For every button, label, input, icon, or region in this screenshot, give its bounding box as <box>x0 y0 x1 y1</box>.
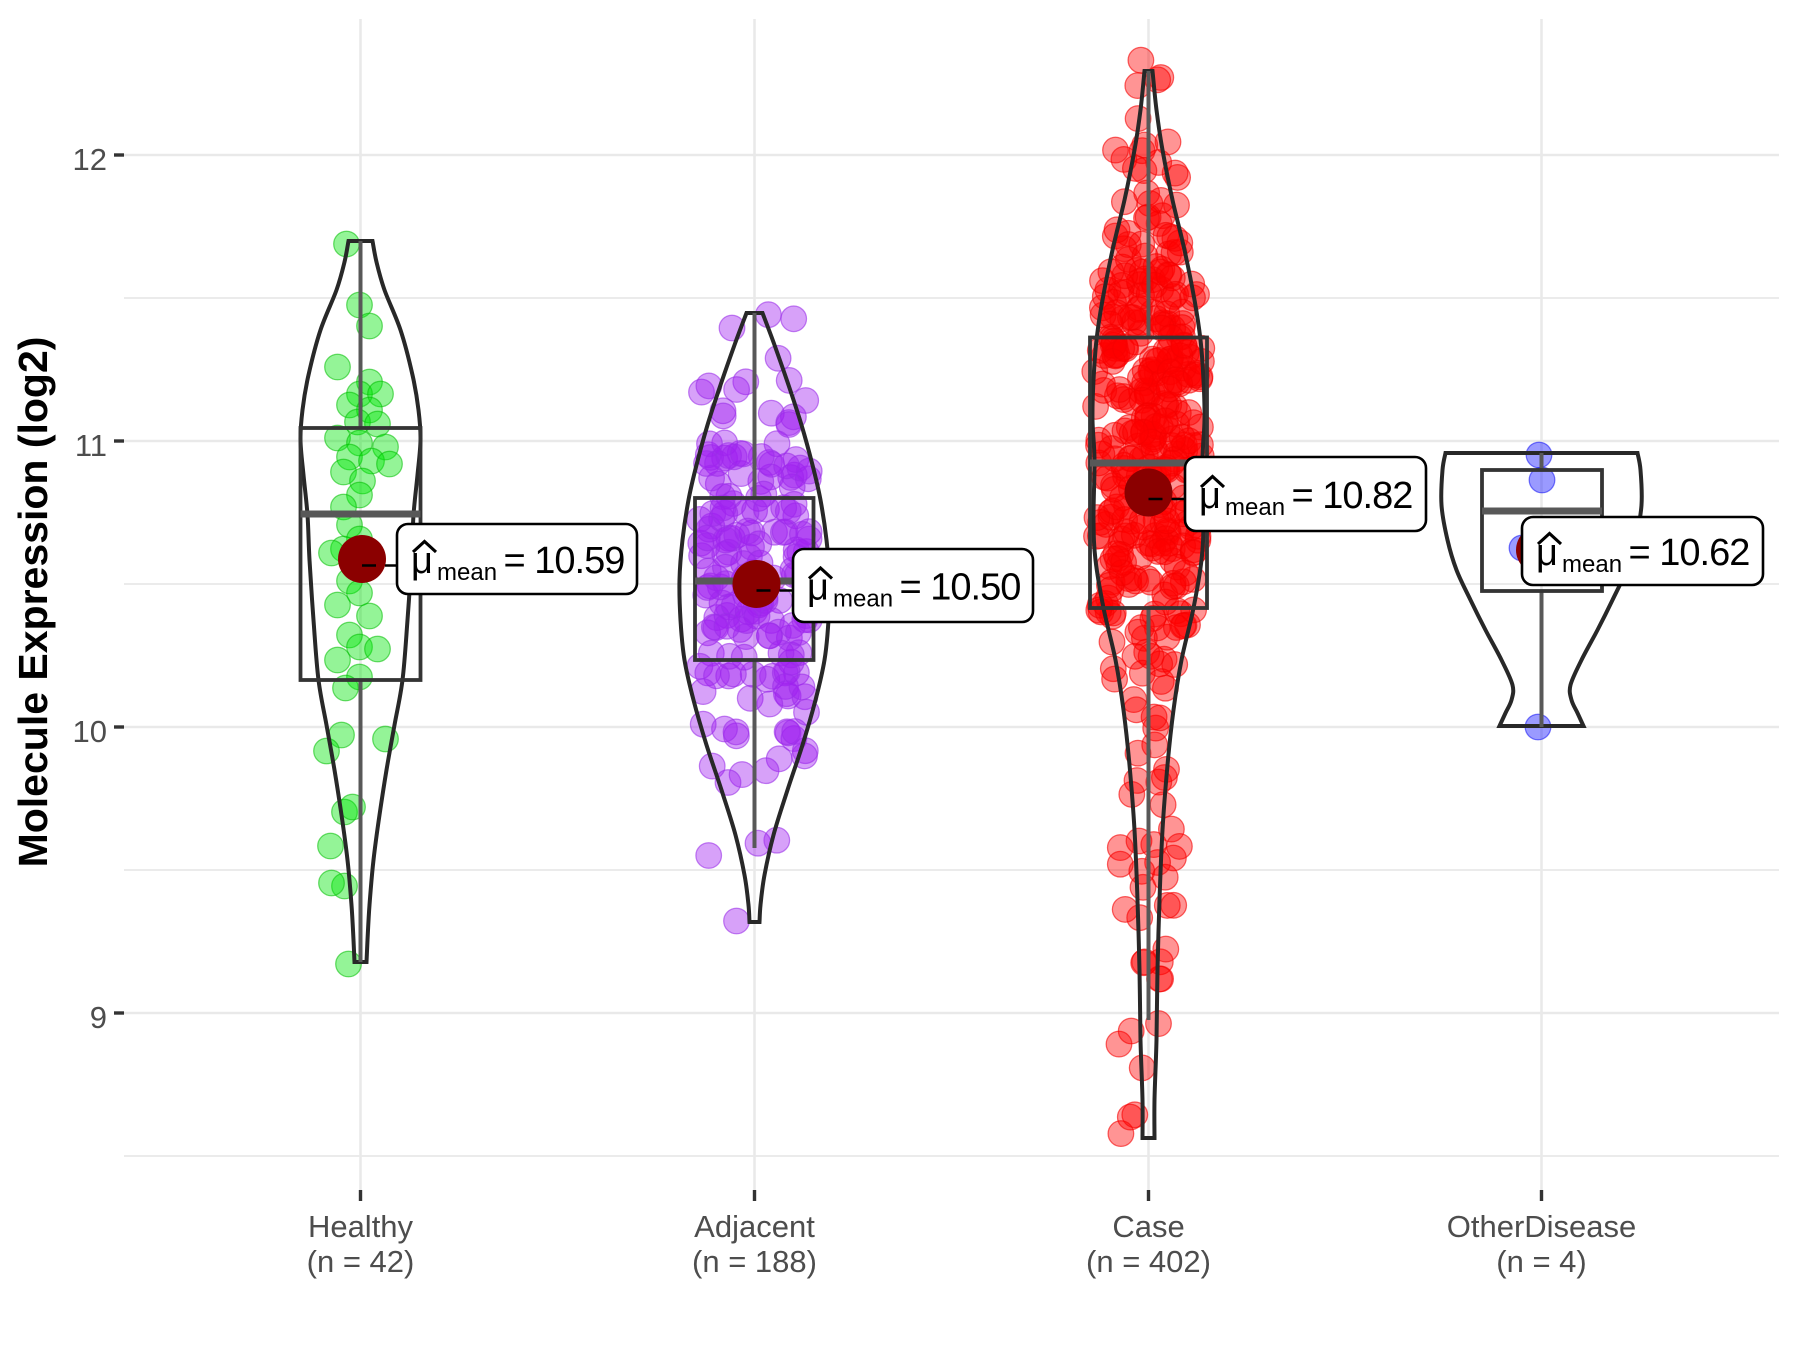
svg-text:mean: mean <box>1225 494 1285 521</box>
svg-text:Case: Case <box>1112 1209 1184 1244</box>
svg-text:OtherDisease: OtherDisease <box>1447 1209 1637 1244</box>
svg-text:= 10.50: = 10.50 <box>900 567 1021 609</box>
svg-text:(n = 188): (n = 188) <box>692 1244 817 1279</box>
svg-text:mean: mean <box>437 559 497 586</box>
svg-text:(n = 402): (n = 402) <box>1086 1244 1211 1279</box>
svg-text:Healthy: Healthy <box>308 1209 414 1244</box>
svg-text:9: 9 <box>90 1000 107 1035</box>
svg-text:(n = 42): (n = 42) <box>307 1244 415 1279</box>
svg-text:= 10.62: = 10.62 <box>1629 532 1750 574</box>
svg-text:12: 12 <box>73 142 107 177</box>
svg-text:mean: mean <box>833 586 893 613</box>
svg-text:(n = 4): (n = 4) <box>1496 1244 1586 1279</box>
svg-text:mean: mean <box>1562 551 1622 578</box>
svg-text:= 10.82: = 10.82 <box>1292 475 1413 517</box>
svg-text:Molecule Expression (log2): Molecule Expression (log2) <box>10 337 56 868</box>
svg-text:Adjacent: Adjacent <box>694 1209 815 1244</box>
svg-text:11: 11 <box>75 428 107 463</box>
svg-text:10: 10 <box>73 714 107 749</box>
svg-text:= 10.59: = 10.59 <box>504 540 625 582</box>
